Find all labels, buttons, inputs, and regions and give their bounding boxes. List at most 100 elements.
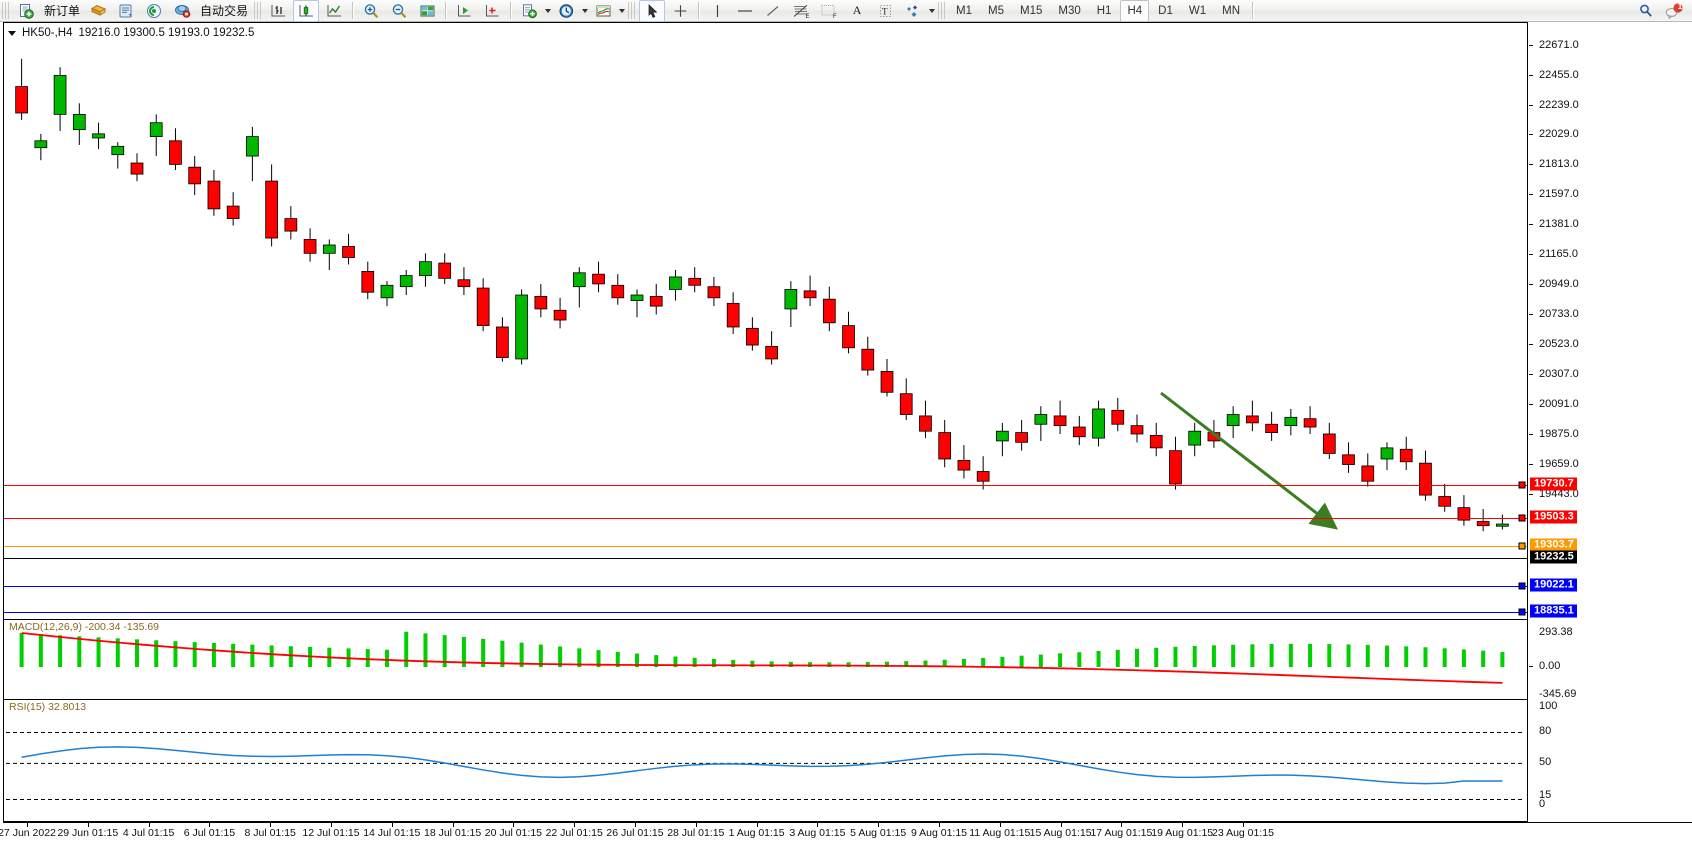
toolbar-grip-4[interactable]: [938, 2, 946, 19]
price-tick-label: 19875.0: [1539, 427, 1579, 440]
alerts-icon-button[interactable]: 1: [1661, 0, 1687, 22]
timeframe-group: M1 M5 M15 M30 H1 H4 D1 W1 MN: [948, 0, 1248, 22]
price-level-line-resistance-1[interactable]: [4, 485, 1527, 486]
price-level-line-resistance-2[interactable]: [4, 518, 1527, 519]
line-chart-icon-button[interactable]: [321, 0, 347, 22]
grid-icon-button[interactable]: [414, 0, 440, 22]
vline-icon-button[interactable]: [704, 0, 730, 22]
period-icon-button[interactable]: [553, 0, 579, 22]
price-level-handle-resistance-1[interactable]: [1518, 481, 1526, 489]
timeframe-m15[interactable]: M15: [1020, 4, 1043, 17]
terminal-icon-button[interactable]: [113, 0, 139, 22]
toolbar-grip-3[interactable]: [628, 2, 636, 19]
navigator-icon-button[interactable]: [141, 0, 167, 22]
macd-tick-label: 293.38: [1539, 626, 1573, 638]
price-level-handle-resistance-2[interactable]: [1518, 514, 1526, 522]
price-level-line-support-2[interactable]: [4, 612, 1527, 613]
macd-histogram-bar: [500, 640, 505, 667]
zoom-in-icon-button[interactable]: [358, 0, 384, 22]
candle-body: [1399, 448, 1413, 463]
objects-dropdown-arrow[interactable]: [927, 1, 936, 21]
price-level-line-support-1[interactable]: [4, 586, 1527, 587]
trendline-icon-button[interactable]: [760, 0, 786, 22]
candlestick-icon-button[interactable]: [293, 0, 320, 22]
price-level-label-resistance-1[interactable]: 19730.7: [1530, 477, 1577, 491]
period-dropdown-arrow[interactable]: [580, 1, 589, 21]
price-tick-mark: [1529, 433, 1533, 435]
macd-histogram-bar: [1346, 644, 1351, 667]
new-order-button[interactable]: [13, 0, 39, 22]
candle-body: [630, 294, 644, 301]
rsi-series: [6, 731, 1524, 801]
timeframe-mn[interactable]: MN: [1222, 4, 1240, 17]
price-level-label-entry-level[interactable]: 19303.7: [1530, 538, 1577, 552]
candle-body: [169, 140, 182, 165]
time-tick-label: 28 Jul 01:15: [667, 827, 725, 839]
wallet-icon-button[interactable]: [85, 0, 111, 22]
price-axis[interactable]: 22671.0 22455.0 22239.0 22029.0 21813.0 21597…: [1529, 22, 1692, 822]
macd-histogram-bar: [961, 658, 966, 667]
templates-icon-button[interactable]: [590, 0, 616, 22]
timeframe-d1[interactable]: D1: [1158, 4, 1173, 17]
macd-histogram-bar: [1288, 643, 1293, 667]
candle-body: [476, 287, 490, 326]
chart-symbol-header[interactable]: HK50-,H4 19216.0 19300.5 19193.0 19232.5: [8, 27, 254, 39]
macd-histogram-bar: [1308, 643, 1313, 667]
price-level-handle-entry-level[interactable]: [1518, 542, 1526, 550]
zoom-out-icon-button[interactable]: [386, 0, 412, 22]
indicators-dropdown-arrow[interactable]: [543, 1, 552, 21]
candle-body: [1246, 415, 1259, 424]
timeframe-h1[interactable]: H1: [1096, 4, 1112, 17]
price-level-handle-support-2[interactable]: [1518, 608, 1526, 616]
timeframe-h4[interactable]: H4: [1120, 0, 1150, 22]
candle-body: [669, 276, 682, 290]
indicators-icon-button[interactable]: [516, 0, 542, 22]
new-order-label[interactable]: 新订单: [44, 4, 81, 18]
toolbar-grip-2[interactable]: [254, 2, 262, 19]
macd-histogram-bar: [635, 653, 639, 667]
chart-area[interactable]: MACD(12,26,9) -200.34 -135.69 RSI(15) 32…: [0, 22, 1692, 845]
templates-dropdown-arrow[interactable]: [617, 1, 626, 21]
bar-chart-icon-button[interactable]: [265, 0, 291, 22]
candle-body: [457, 279, 471, 288]
price-level-label-support-1[interactable]: 19022.1: [1530, 578, 1577, 592]
price-level-label-current-price[interactable]: 19232.5: [1530, 550, 1577, 564]
candle-body: [592, 273, 605, 285]
auto-trade-icon-button[interactable]: [169, 0, 195, 22]
price-tick-label: 22029.0: [1539, 128, 1579, 141]
timeframe-m30[interactable]: M30: [1058, 4, 1081, 17]
time-tick-mark: [452, 823, 454, 827]
time-tick-label: 22 Jul 01:15: [545, 827, 603, 839]
cursor-icon-button[interactable]: [639, 0, 666, 22]
toolbar-grip[interactable]: [2, 2, 9, 19]
price-level-line-current-price[interactable]: [4, 558, 1527, 559]
label-icon-button[interactable]: T: [872, 0, 898, 22]
candle-body: [342, 245, 355, 258]
objects-icon-button[interactable]: [900, 0, 926, 22]
hline-icon-button[interactable]: [732, 0, 758, 22]
timeframe-w1[interactable]: W1: [1188, 4, 1207, 17]
crosshair-icon-button[interactable]: [667, 0, 693, 22]
macd-histogram-bar: [231, 643, 236, 667]
chevron-down-icon[interactable]: [8, 30, 16, 36]
text-icon-button[interactable]: A: [852, 3, 862, 17]
timeframe-m5[interactable]: M5: [988, 4, 1004, 17]
candle-body: [765, 346, 778, 360]
time-axis[interactable]: 27 Jun 2022 29 Jun 01:15 4 Jul 01:15 6 Jul …: [0, 822, 1692, 845]
price-level-handle-support-1[interactable]: [1518, 582, 1526, 590]
rsi-tick-label: 100: [1539, 700, 1558, 712]
price-plot-frame[interactable]: MACD(12,26,9) -200.34 -135.69 RSI(15) 32…: [3, 22, 1528, 822]
search-icon-button[interactable]: [1633, 0, 1659, 22]
price-tick-label: 20949.0: [1539, 278, 1579, 291]
macd-histogram-bar: [769, 661, 774, 667]
autoscroll-icon-button[interactable]: [451, 0, 477, 22]
price-level-line-entry-level[interactable]: [4, 546, 1527, 547]
timeframe-m1[interactable]: M1: [956, 4, 973, 17]
chart-shift-icon-button[interactable]: [479, 0, 505, 22]
fibo-icon-button[interactable]: E: [788, 0, 814, 22]
price-level-label-resistance-2[interactable]: 19503.3: [1530, 510, 1577, 524]
auto-trade-label[interactable]: 自动交易: [200, 4, 249, 18]
equidistant-icon-button[interactable]: F: [816, 0, 842, 22]
time-tick-mark: [87, 823, 89, 827]
price-level-label-support-2[interactable]: 18835.1: [1530, 604, 1577, 618]
